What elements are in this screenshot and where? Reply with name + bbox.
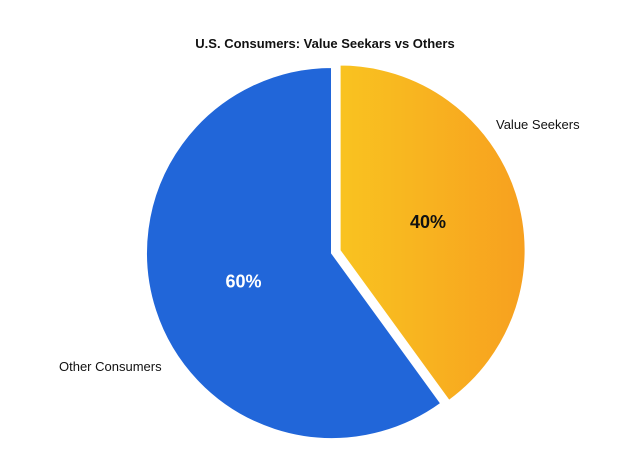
- slice-category-label: Value Seekers: [496, 117, 580, 132]
- slice-category-label: Other Consumers: [59, 359, 162, 374]
- chart-title: U.S. Consumers: Value Seekars vs Others: [195, 36, 454, 51]
- slice-value-label: 60%: [226, 272, 262, 292]
- pie-slices: [145, 63, 527, 440]
- slice-other-consumers: [145, 65, 443, 440]
- slice-value-label: 40%: [410, 212, 446, 232]
- pie-labels: 40% Value Seekers 60% Other Consumers: [59, 117, 580, 374]
- slice-value-seekers: [338, 63, 527, 403]
